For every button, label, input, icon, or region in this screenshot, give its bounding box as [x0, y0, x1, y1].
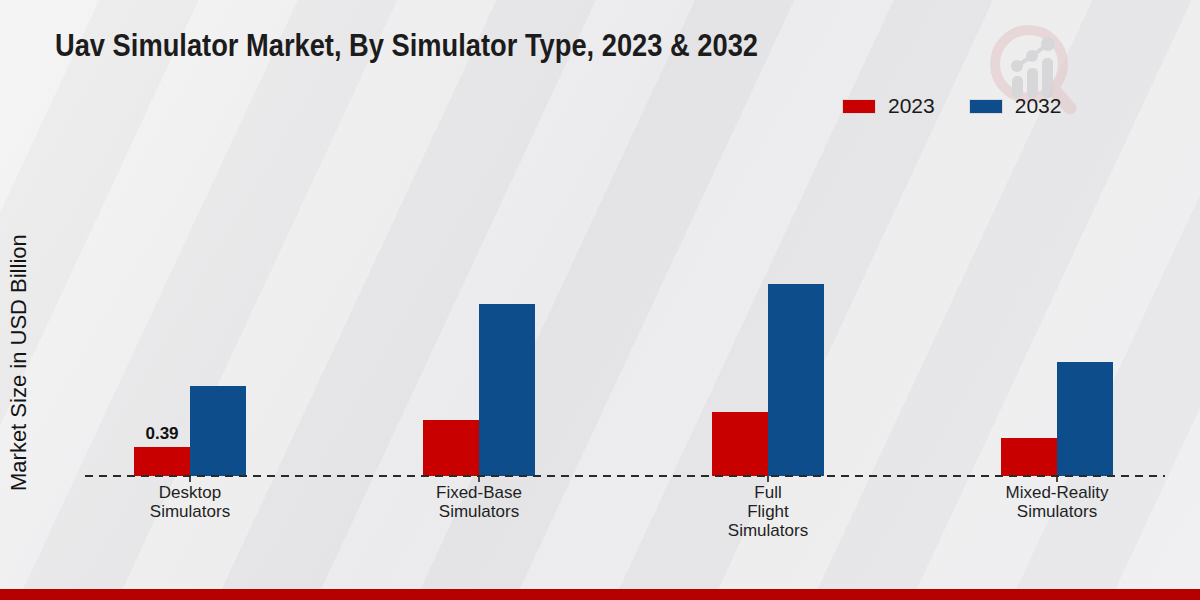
- category-label-fixed-base-simulators: Fixed-BaseSimulators: [394, 483, 564, 521]
- bar-2032-desktop-simulators: [190, 386, 246, 476]
- legend-item-2032: 2032: [969, 94, 1062, 118]
- category-label-desktop-simulators: DesktopSimulators: [105, 483, 275, 521]
- chart-canvas: Uav Simulator Market, By Simulator Type,…: [0, 0, 1200, 600]
- x-axis-tick: [189, 476, 191, 482]
- legend-label: 2023: [888, 94, 935, 118]
- bar-2032-mixed-reality-simulators: [1057, 362, 1113, 476]
- bar-2032-full-flight-simulators: [768, 284, 824, 476]
- y-axis-label: Market Size in USD Billion: [6, 198, 32, 528]
- category-label-full-flight-simulators: FullFlightSimulators: [683, 483, 853, 540]
- legend-item-2023: 2023: [842, 94, 935, 118]
- x-axis-tick: [478, 476, 480, 482]
- legend: 2023 2032: [842, 94, 1061, 118]
- legend-swatch: [842, 99, 876, 114]
- chart-title: Uav Simulator Market, By Simulator Type,…: [55, 28, 758, 64]
- legend-swatch: [969, 99, 1003, 114]
- bar-2032-fixed-base-simulators: [479, 304, 535, 476]
- x-axis-tick: [767, 476, 769, 482]
- x-axis-tick: [1056, 476, 1058, 482]
- bar-value-label: 0.39: [132, 424, 192, 444]
- footer-accent-bar: [0, 589, 1200, 600]
- bar-2023-mixed-reality-simulators: [1001, 438, 1057, 476]
- bar-2023-full-flight-simulators: [712, 412, 768, 476]
- bar-2023-desktop-simulators: [134, 447, 190, 476]
- legend-label: 2032: [1015, 94, 1062, 118]
- bar-2023-fixed-base-simulators: [423, 420, 479, 476]
- category-label-mixed-reality-simulators: Mixed-RealitySimulators: [972, 483, 1142, 521]
